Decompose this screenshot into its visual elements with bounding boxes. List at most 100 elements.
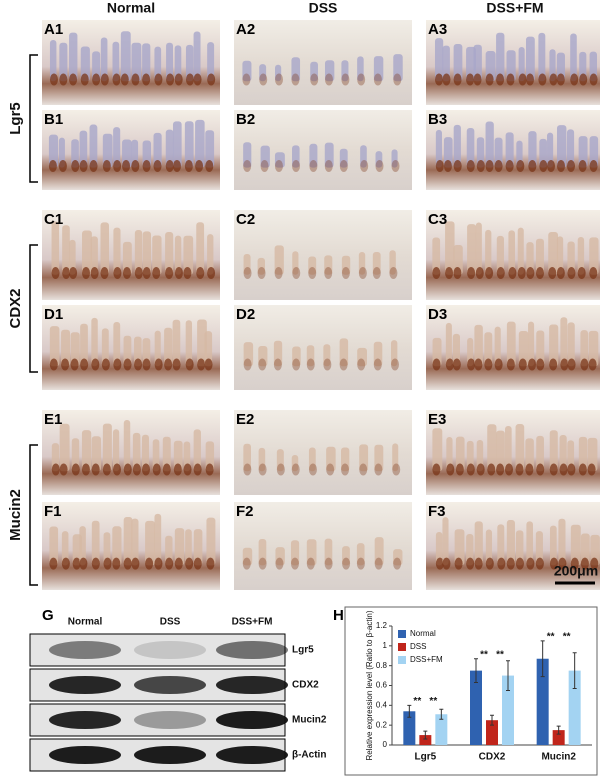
band — [216, 711, 288, 729]
band — [134, 641, 206, 659]
crypt — [324, 267, 333, 279]
band — [216, 676, 288, 694]
band — [49, 746, 121, 764]
crypt — [473, 73, 482, 86]
band — [49, 641, 121, 659]
villus — [539, 138, 547, 168]
villus — [243, 443, 251, 472]
y-tick-label: 1.2 — [376, 621, 388, 630]
crypt — [539, 160, 548, 172]
scale-label: 200μm — [554, 563, 598, 579]
crypt — [273, 358, 282, 371]
crypt — [535, 557, 544, 570]
crypt — [526, 267, 535, 279]
bar — [403, 711, 416, 745]
bracket — [29, 244, 38, 373]
significance: ** — [480, 649, 488, 660]
crypt — [122, 267, 131, 279]
crypt — [162, 463, 171, 476]
crypt — [113, 358, 122, 371]
panel-label: C2 — [236, 211, 255, 228]
band — [134, 676, 206, 694]
crypt — [518, 358, 527, 371]
legend-swatch — [398, 656, 406, 664]
crypt — [153, 160, 162, 172]
crypt — [324, 73, 333, 86]
crypt — [435, 160, 444, 172]
crypt — [48, 160, 57, 172]
villus — [70, 332, 80, 367]
villus — [494, 137, 503, 168]
band — [134, 746, 206, 764]
villus — [557, 125, 567, 168]
villus — [154, 330, 161, 367]
villus — [339, 148, 348, 168]
significance: ** — [429, 696, 437, 707]
crypt — [580, 358, 589, 371]
crypt — [193, 557, 202, 570]
crypt — [132, 463, 141, 476]
crypt — [51, 267, 60, 279]
crypt — [528, 358, 537, 371]
crypt — [494, 358, 503, 371]
crypt — [257, 267, 266, 279]
bracket — [29, 444, 38, 586]
villus — [165, 535, 173, 566]
crypt — [566, 160, 575, 172]
crypt — [467, 267, 476, 279]
villus — [357, 347, 367, 367]
crypt — [164, 358, 173, 371]
villus — [195, 119, 205, 168]
villus — [549, 49, 556, 82]
villus — [506, 519, 515, 566]
villus — [123, 517, 133, 566]
crypt — [134, 358, 143, 371]
villus — [432, 428, 443, 472]
crypt — [154, 557, 163, 570]
villus — [80, 323, 88, 367]
crypt — [515, 557, 524, 570]
crypt — [80, 73, 89, 86]
villus — [274, 245, 284, 275]
crypt — [466, 73, 475, 86]
crypt — [72, 557, 81, 570]
crypt — [205, 160, 214, 172]
bar — [419, 735, 432, 745]
panel-label: E2 — [236, 411, 254, 428]
villus — [525, 36, 535, 82]
band — [216, 746, 288, 764]
villus — [466, 534, 474, 566]
villus — [273, 340, 283, 367]
villus — [372, 252, 381, 275]
panel-label: D1 — [44, 306, 63, 323]
villus — [275, 547, 285, 566]
crypt — [258, 358, 267, 371]
crypt — [260, 160, 269, 172]
crypt — [165, 160, 174, 172]
band — [49, 711, 121, 729]
crypt — [112, 557, 121, 570]
crypt — [357, 73, 366, 86]
villus — [356, 543, 365, 566]
villus — [497, 524, 505, 566]
crypt — [453, 267, 462, 279]
crypt — [79, 160, 88, 172]
crypt — [242, 73, 251, 86]
villus — [375, 151, 383, 168]
villus — [515, 424, 525, 472]
crypt — [165, 267, 174, 279]
villus — [466, 46, 476, 82]
villus — [197, 319, 207, 367]
villus — [589, 51, 598, 82]
crypt — [58, 160, 67, 172]
villus — [341, 255, 351, 275]
crypt — [308, 267, 317, 279]
panel-label: C1 — [44, 211, 63, 228]
panel-label: A2 — [236, 21, 255, 38]
villus — [374, 537, 384, 566]
villus — [59, 42, 68, 82]
crypt — [505, 463, 514, 476]
panel-label: B2 — [236, 111, 255, 128]
crypt — [485, 73, 494, 86]
